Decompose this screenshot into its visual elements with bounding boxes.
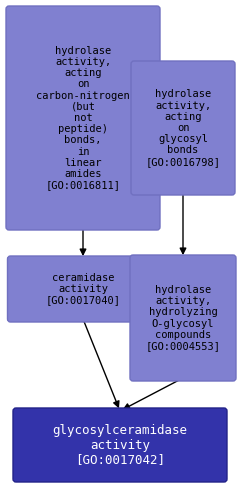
- Text: ceramidase
activity
[GO:0017040]: ceramidase activity [GO:0017040]: [46, 273, 120, 305]
- FancyBboxPatch shape: [13, 408, 227, 482]
- FancyBboxPatch shape: [7, 256, 158, 322]
- Text: hydrolase
activity,
acting
on
glycosyl
bonds
[GO:0016798]: hydrolase activity, acting on glycosyl b…: [145, 90, 221, 167]
- Text: hydrolase
activity,
acting
on
carbon-nitrogen
(but
not
peptide)
bonds,
in
linear: hydrolase activity, acting on carbon-nit…: [36, 46, 130, 190]
- Text: hydrolase
activity,
hydrolyzing
O-glycosyl
compounds
[GO:0004553]: hydrolase activity, hydrolyzing O-glycos…: [145, 285, 221, 351]
- FancyBboxPatch shape: [131, 61, 235, 195]
- FancyBboxPatch shape: [6, 6, 160, 230]
- FancyBboxPatch shape: [130, 255, 236, 381]
- Text: glycosylceramidase
activity
[GO:0017042]: glycosylceramidase activity [GO:0017042]: [53, 424, 187, 466]
